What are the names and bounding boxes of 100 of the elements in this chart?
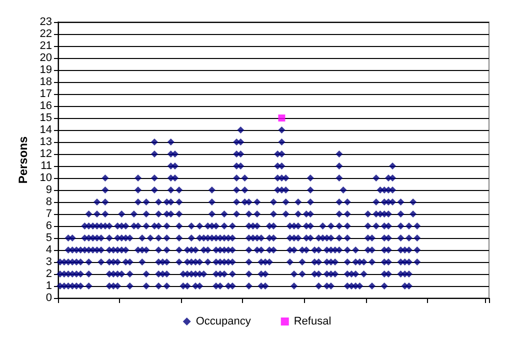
point	[208, 198, 216, 206]
point	[282, 210, 290, 218]
point	[150, 150, 158, 158]
point	[122, 246, 130, 254]
point	[85, 270, 92, 278]
point	[220, 222, 228, 230]
legend-label: Refusal	[294, 316, 332, 328]
y-tick-label: 21	[40, 40, 52, 52]
point	[204, 258, 212, 266]
point	[262, 270, 269, 278]
point	[327, 222, 334, 230]
point	[134, 174, 142, 182]
point	[220, 210, 228, 218]
point	[233, 210, 240, 218]
point	[344, 258, 351, 266]
point	[340, 186, 347, 194]
point	[85, 258, 92, 266]
point	[410, 210, 417, 218]
point	[77, 258, 84, 266]
point	[282, 186, 290, 194]
point	[150, 174, 158, 182]
point	[389, 162, 396, 170]
y-tick-label: 14	[40, 124, 52, 136]
y-tick-label: 10	[40, 172, 52, 184]
point	[228, 270, 236, 278]
point	[344, 198, 351, 206]
point	[150, 186, 158, 194]
point	[241, 174, 248, 182]
point	[364, 210, 372, 218]
point	[184, 282, 191, 290]
y-tick-label: 22	[40, 28, 52, 40]
point	[163, 282, 170, 290]
point	[368, 258, 376, 266]
point	[245, 246, 252, 254]
point	[146, 234, 154, 242]
point	[237, 126, 244, 134]
point	[237, 138, 244, 146]
point	[278, 126, 286, 134]
point	[245, 210, 252, 218]
point	[155, 282, 162, 290]
point	[286, 258, 294, 266]
point	[294, 210, 302, 218]
point	[142, 210, 150, 218]
point	[360, 270, 368, 278]
point	[118, 270, 126, 278]
point	[208, 186, 216, 194]
point	[356, 282, 364, 290]
point	[389, 198, 396, 206]
y-tick-label: 1	[46, 280, 52, 292]
point	[134, 222, 142, 230]
point	[241, 186, 248, 194]
point	[352, 270, 360, 278]
point	[336, 234, 343, 242]
point	[336, 222, 343, 230]
y-tick-label: 12	[40, 148, 52, 160]
point	[98, 234, 105, 242]
point	[368, 246, 376, 254]
point	[138, 234, 146, 242]
point	[102, 174, 109, 182]
y-tick-label: 0	[46, 292, 52, 304]
point	[233, 186, 240, 194]
point	[364, 222, 372, 230]
point	[405, 258, 412, 266]
point	[327, 234, 334, 242]
point	[102, 210, 109, 218]
point	[245, 282, 252, 290]
point	[360, 258, 368, 266]
point	[282, 198, 290, 206]
point	[389, 186, 396, 194]
y-axis-title: Persons	[16, 136, 30, 184]
point	[85, 282, 92, 290]
point	[93, 210, 100, 218]
point	[155, 246, 162, 254]
point	[294, 222, 302, 230]
point	[176, 198, 183, 206]
point	[142, 270, 150, 278]
point	[414, 222, 421, 230]
point	[204, 246, 212, 254]
point	[134, 186, 142, 194]
point	[130, 210, 138, 218]
y-tick-label: 2	[46, 268, 52, 280]
point	[270, 198, 277, 206]
point	[380, 282, 388, 290]
point	[315, 258, 322, 266]
point	[188, 234, 195, 242]
point	[372, 174, 380, 182]
point	[306, 198, 314, 206]
point	[258, 246, 265, 254]
point	[167, 210, 174, 218]
point	[155, 222, 162, 230]
point	[389, 174, 396, 182]
point	[196, 258, 204, 266]
point	[228, 258, 236, 266]
y-tick-label: 19	[40, 64, 52, 76]
point	[372, 222, 380, 230]
point	[368, 282, 376, 290]
point	[228, 234, 236, 242]
point	[212, 222, 220, 230]
point	[176, 186, 183, 194]
point	[254, 198, 261, 206]
